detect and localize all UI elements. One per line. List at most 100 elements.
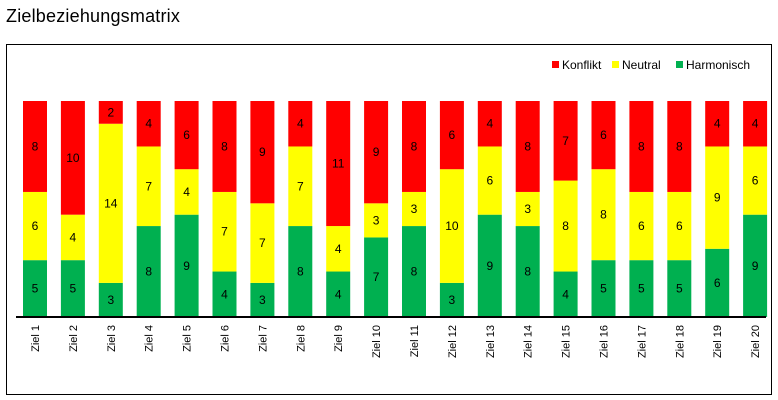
bar-segment-harmonisch <box>288 226 313 317</box>
bar-segment-konflikt <box>98 101 123 124</box>
data-label: 10 <box>445 219 459 233</box>
x-tick-label: Ziel 13 <box>485 325 497 358</box>
bar-segment-harmonisch <box>553 271 578 317</box>
bar-segment-neutral <box>60 214 85 261</box>
bar-segment-konflikt <box>591 101 616 170</box>
data-label: 8 <box>297 265 304 279</box>
x-tick-label: Ziel 15 <box>561 325 573 358</box>
bar-segment-neutral <box>439 169 464 283</box>
x-tick-label: Ziel 2 <box>68 325 80 352</box>
x-tick-label: Ziel 9 <box>333 325 345 352</box>
legend-label: Harmonisch <box>686 58 750 72</box>
bar-segment-neutral <box>515 191 540 227</box>
data-label: 5 <box>32 282 39 296</box>
bar-segment-konflikt <box>326 101 351 227</box>
data-label: 9 <box>373 145 380 159</box>
data-label: 8 <box>676 139 683 153</box>
bar-segment-konflikt <box>174 101 199 170</box>
x-tick-label: Ziel 8 <box>295 325 307 352</box>
bar-segment-harmonisch <box>250 282 275 317</box>
data-label: 4 <box>714 117 721 131</box>
bar-segment-harmonisch <box>439 282 464 317</box>
bar-segment-harmonisch <box>174 214 199 317</box>
bar-segment-neutral <box>402 191 426 227</box>
data-label: 4 <box>145 117 152 131</box>
data-label: 5 <box>676 282 683 296</box>
x-tick-label: Ziel 18 <box>674 325 686 358</box>
data-label: 4 <box>562 287 569 301</box>
data-label: 7 <box>259 236 266 250</box>
data-label: 4 <box>70 230 77 244</box>
data-label: 8 <box>411 139 418 153</box>
chart-frame <box>6 44 772 395</box>
bar-segment-harmonisch <box>705 248 730 317</box>
bar-segment-konflikt <box>23 101 47 192</box>
bar-segment-konflikt <box>60 101 85 215</box>
bar-segment-harmonisch <box>629 260 654 317</box>
data-label: 4 <box>752 117 759 131</box>
data-label: 3 <box>373 213 380 227</box>
legend-label: Neutral <box>622 58 661 72</box>
data-label: 6 <box>600 128 607 142</box>
data-label: 6 <box>486 174 493 188</box>
x-tick-label: Ziel 3 <box>106 325 118 352</box>
bar-segment-harmonisch <box>98 282 123 317</box>
data-label: 8 <box>638 139 645 153</box>
data-label: 6 <box>183 128 190 142</box>
bar-segment-neutral <box>553 180 578 272</box>
bar-segment-harmonisch <box>60 260 85 317</box>
data-label: 4 <box>335 242 342 256</box>
x-tick-label: Ziel 7 <box>257 325 269 352</box>
data-label: 4 <box>183 185 190 199</box>
data-label: 9 <box>259 145 266 159</box>
data-label: 7 <box>373 270 380 284</box>
x-tick-label: Ziel 17 <box>636 325 648 358</box>
data-label: 8 <box>411 265 418 279</box>
bar-segment-neutral <box>743 146 768 215</box>
bar-segment-konflikt <box>477 101 502 147</box>
bar-segment-neutral <box>250 203 275 283</box>
bar-segment-konflikt <box>364 101 389 204</box>
bar-segment-konflikt <box>439 101 464 170</box>
bar-segment-neutral <box>136 146 161 227</box>
data-label: 5 <box>600 282 607 296</box>
bar-segment-neutral <box>23 191 47 261</box>
data-label: 6 <box>714 276 721 290</box>
bar-segment-harmonisch <box>402 226 426 317</box>
x-tick-label: Ziel 16 <box>599 325 611 358</box>
bar-segment-konflikt <box>402 101 426 192</box>
bar-segment-harmonisch <box>743 214 768 317</box>
data-label: 3 <box>524 202 531 216</box>
bar-segment-harmonisch <box>136 226 161 317</box>
bar-segment-harmonisch <box>212 271 237 317</box>
data-label: 6 <box>449 128 456 142</box>
data-label: 8 <box>524 139 531 153</box>
bar-segment-neutral <box>364 203 389 238</box>
data-label: 9 <box>714 191 721 205</box>
bar-segment-harmonisch <box>23 260 47 317</box>
data-label: 3 <box>259 293 266 307</box>
bar-segment-neutral <box>477 146 502 215</box>
data-label: 3 <box>107 293 114 307</box>
data-label: 8 <box>145 265 152 279</box>
legend-swatch <box>552 61 559 68</box>
data-label: 8 <box>524 265 531 279</box>
data-label: 5 <box>70 282 77 296</box>
data-label: 9 <box>752 259 759 273</box>
data-label: 2 <box>107 105 114 119</box>
data-label: 14 <box>104 196 118 210</box>
bar-segment-konflikt <box>250 101 275 204</box>
data-label: 6 <box>638 219 645 233</box>
bar-segment-harmonisch <box>591 260 616 317</box>
legend-swatch <box>612 61 619 68</box>
data-label: 3 <box>449 293 456 307</box>
bar-segment-harmonisch <box>477 214 502 317</box>
data-label: 5 <box>638 282 645 296</box>
bar-segment-neutral <box>174 169 199 215</box>
data-label: 8 <box>221 139 228 153</box>
x-tick-label: Ziel 19 <box>712 325 724 358</box>
x-tick-label: Ziel 14 <box>523 325 535 358</box>
data-label: 3 <box>411 202 418 216</box>
data-label: 7 <box>221 225 228 239</box>
